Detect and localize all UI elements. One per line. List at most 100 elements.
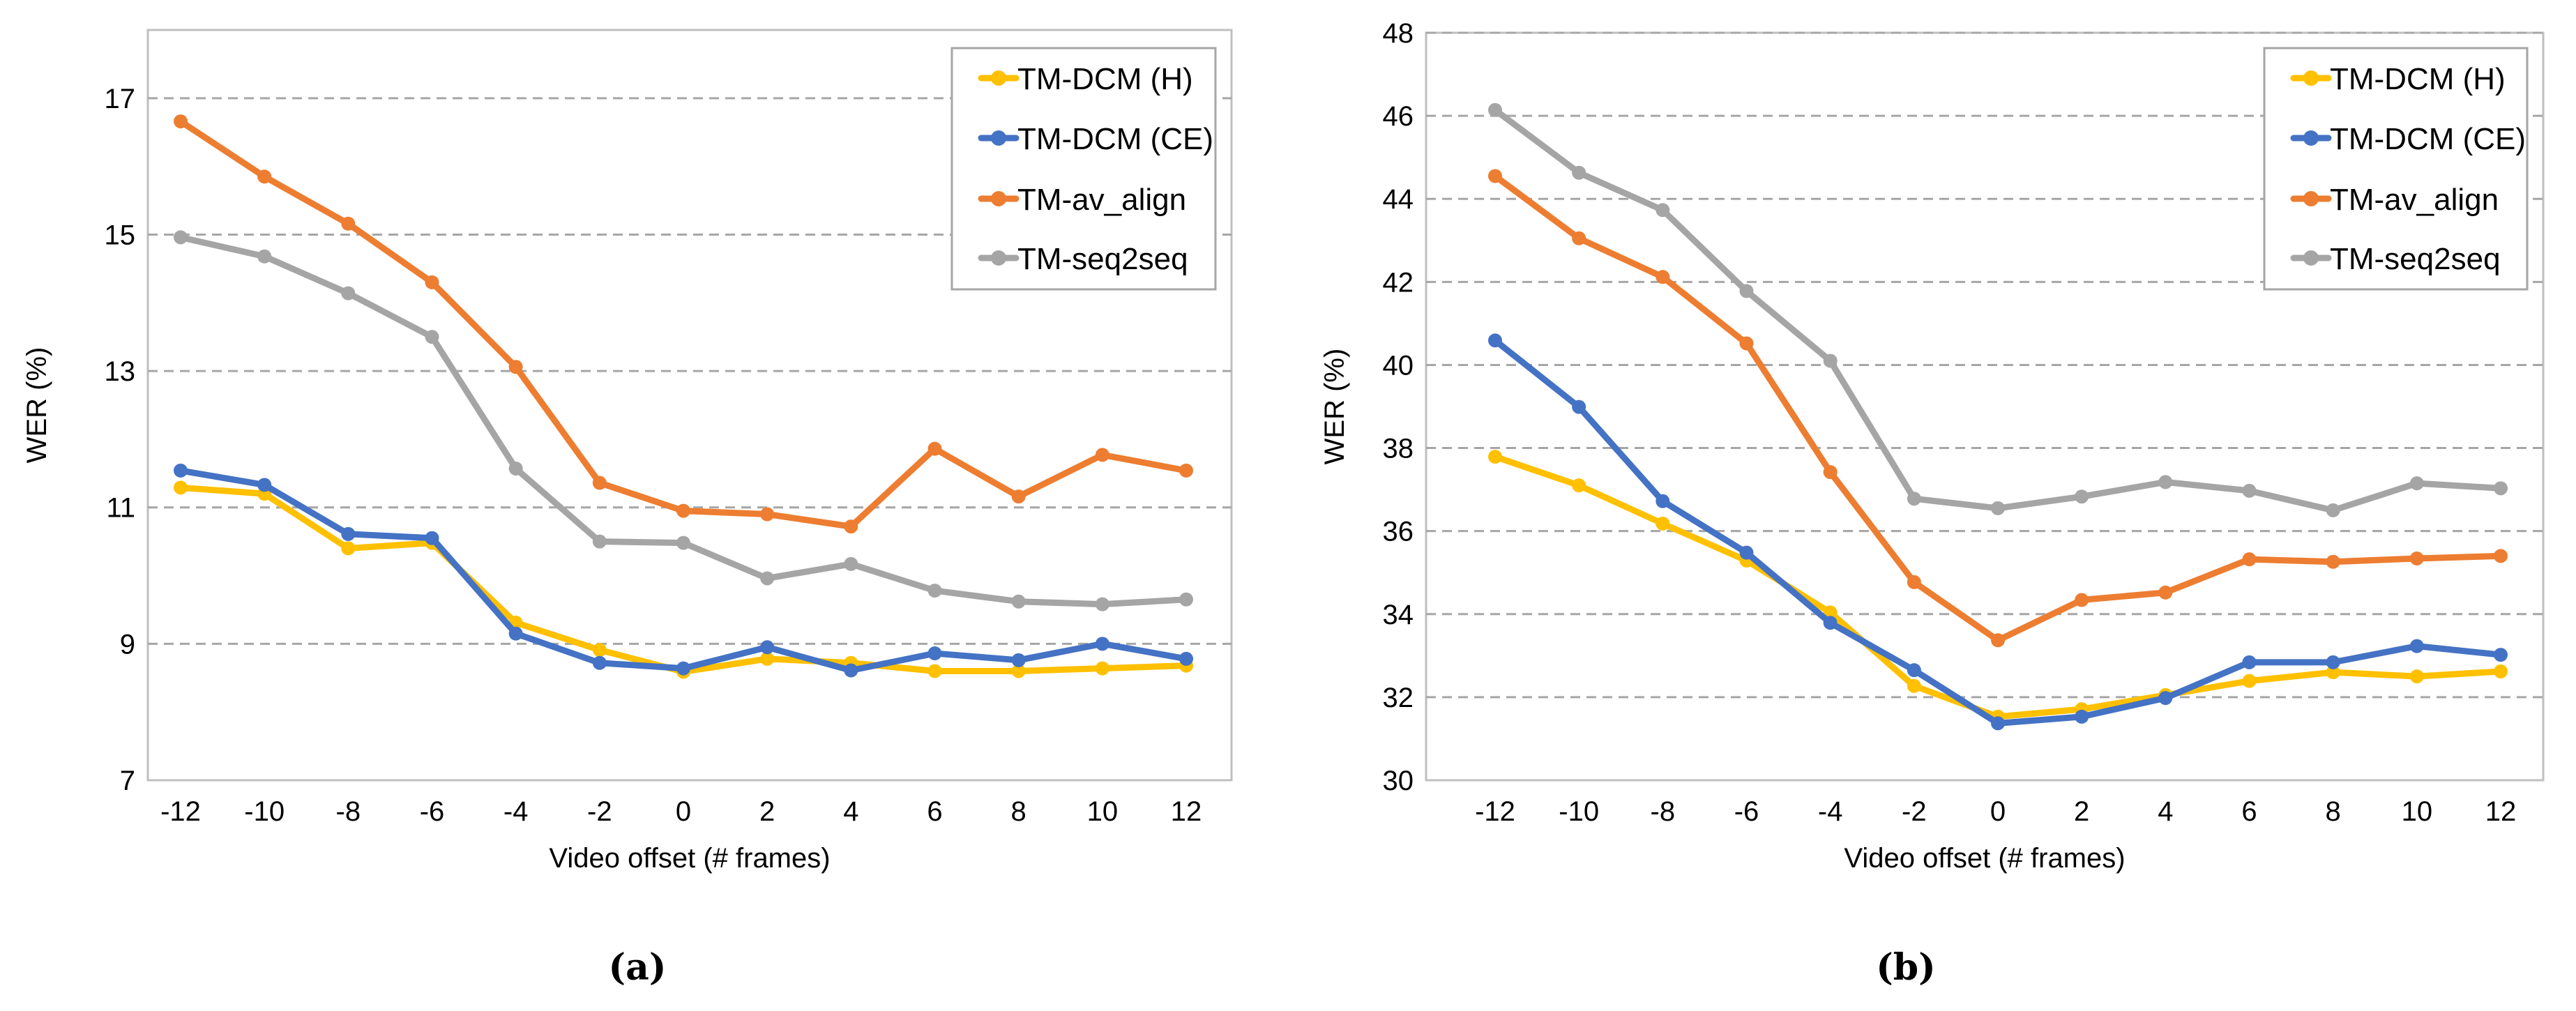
x-tick-label: -10 bbox=[244, 796, 285, 827]
legend-marker-dot bbox=[2303, 70, 2319, 86]
data-point bbox=[2158, 585, 2173, 600]
data-point bbox=[1656, 270, 1670, 284]
data-point bbox=[1095, 597, 1109, 611]
data-point bbox=[2494, 664, 2508, 678]
data-point bbox=[676, 503, 690, 518]
data-point bbox=[676, 661, 690, 676]
data-point bbox=[1572, 165, 1586, 180]
y-tick-label: 30 bbox=[1383, 766, 1414, 796]
data-point bbox=[1656, 516, 1670, 531]
data-point bbox=[2075, 489, 2089, 504]
y-tick-label: 42 bbox=[1383, 267, 1414, 298]
x-axis-label: Video offset (# frames) bbox=[1844, 843, 2125, 874]
y-tick-label: 34 bbox=[1383, 600, 1414, 630]
x-tick-label: -6 bbox=[420, 796, 445, 827]
x-tick-label: 12 bbox=[2485, 796, 2517, 827]
x-tick-label: 0 bbox=[1990, 796, 2006, 827]
x-tick-label: 6 bbox=[2241, 796, 2257, 827]
legend-label: TM-av_align bbox=[2330, 183, 2499, 217]
series-tm-av-align bbox=[174, 114, 1193, 534]
data-point bbox=[2409, 639, 2424, 653]
series-tm-av-align bbox=[1488, 169, 2508, 648]
data-point bbox=[2242, 483, 2257, 498]
series-tm-seq2seq bbox=[174, 230, 1193, 611]
legend: TM-DCM (H) TM-DCM (CE) TM-av_align TM-seq2s… bbox=[950, 47, 1217, 291]
legend-marker-dot bbox=[2303, 191, 2319, 206]
y-tick-label: 46 bbox=[1383, 101, 1414, 132]
data-point bbox=[1011, 489, 1026, 504]
y-tick-label: 17 bbox=[105, 84, 136, 114]
legend-label: TM-seq2seq bbox=[1017, 242, 1188, 276]
data-point bbox=[2409, 669, 2424, 684]
x-tick-label: 8 bbox=[2326, 796, 2341, 827]
x-tick-label: -4 bbox=[503, 796, 529, 827]
data-point bbox=[2409, 476, 2424, 491]
data-point bbox=[2494, 549, 2508, 563]
y-axis-label: WER (%) bbox=[1319, 349, 1350, 465]
data-point bbox=[1739, 545, 1754, 560]
data-point bbox=[1572, 400, 1586, 414]
data-point bbox=[927, 646, 942, 661]
legend-label: TM-DCM (CE) bbox=[1017, 122, 1213, 156]
data-point bbox=[174, 463, 188, 478]
data-point bbox=[760, 640, 775, 655]
x-tick-label: 2 bbox=[759, 796, 775, 827]
data-point bbox=[2326, 665, 2340, 680]
data-point bbox=[592, 643, 607, 657]
data-point bbox=[1739, 284, 1754, 298]
data-point bbox=[844, 519, 858, 534]
data-point bbox=[174, 230, 188, 245]
x-tick-label: 6 bbox=[927, 796, 942, 827]
data-point bbox=[1907, 492, 1921, 506]
data-point bbox=[257, 169, 272, 184]
legend-label: TM-seq2seq bbox=[2330, 242, 2501, 276]
y-tick-label: 11 bbox=[106, 493, 135, 524]
data-point bbox=[1907, 678, 1921, 693]
legend: TM-DCM (H) TM-DCM (CE) TM-av_align TM-seq2s… bbox=[2263, 47, 2529, 291]
x-axis-label: Video offset (# frames) bbox=[549, 843, 830, 874]
chart-panel-a: 7 9 11 13 15 17 -12 -10 -8 -6 -4 -2 0 2 4 6 8 10 12 Video o… bbox=[22, 29, 1233, 989]
data-point bbox=[1179, 463, 1193, 478]
x-tick-label: 2 bbox=[2074, 796, 2089, 827]
data-point bbox=[2494, 648, 2508, 662]
x-tick-label: -2 bbox=[1902, 796, 1927, 827]
data-point bbox=[1907, 663, 1921, 678]
data-point bbox=[760, 571, 775, 586]
data-point bbox=[927, 441, 942, 456]
x-tick-label: -12 bbox=[160, 796, 201, 827]
data-point bbox=[1907, 575, 1921, 589]
data-point bbox=[1572, 478, 1586, 493]
legend-marker-dot bbox=[991, 130, 1006, 146]
legend-marker-dot bbox=[2303, 130, 2319, 146]
data-point bbox=[1656, 494, 1670, 508]
y-tick-label: 36 bbox=[1383, 517, 1414, 547]
x-tick-label: -4 bbox=[1818, 796, 1843, 827]
x-tick-label: 8 bbox=[1011, 796, 1026, 827]
data-point bbox=[1011, 594, 1026, 609]
x-tick-label: -10 bbox=[1559, 796, 1599, 827]
data-point bbox=[2326, 503, 2340, 517]
data-point bbox=[676, 535, 690, 550]
y-tick-label: 9 bbox=[120, 629, 135, 660]
x-tick-label: 10 bbox=[2402, 796, 2433, 827]
data-point bbox=[2409, 551, 2424, 565]
data-point bbox=[1739, 336, 1754, 351]
x-tick-label: 0 bbox=[676, 796, 691, 827]
panel-label: (b) bbox=[1876, 946, 1936, 989]
y-tick-label: 44 bbox=[1383, 184, 1414, 215]
y-tick-label: 7 bbox=[120, 766, 135, 796]
data-point bbox=[760, 507, 775, 522]
data-point bbox=[1488, 102, 1502, 117]
x-tick-label: 4 bbox=[843, 796, 858, 827]
data-point bbox=[1179, 651, 1193, 666]
series-tm-dcm-ce- bbox=[174, 463, 1193, 678]
data-point bbox=[1488, 333, 1502, 348]
legend-box bbox=[2263, 47, 2529, 291]
x-tick-label: 4 bbox=[2158, 796, 2173, 827]
series-tm-seq2seq bbox=[1488, 102, 2508, 517]
y-tick-label: 15 bbox=[105, 220, 136, 250]
data-point bbox=[1488, 169, 1502, 183]
